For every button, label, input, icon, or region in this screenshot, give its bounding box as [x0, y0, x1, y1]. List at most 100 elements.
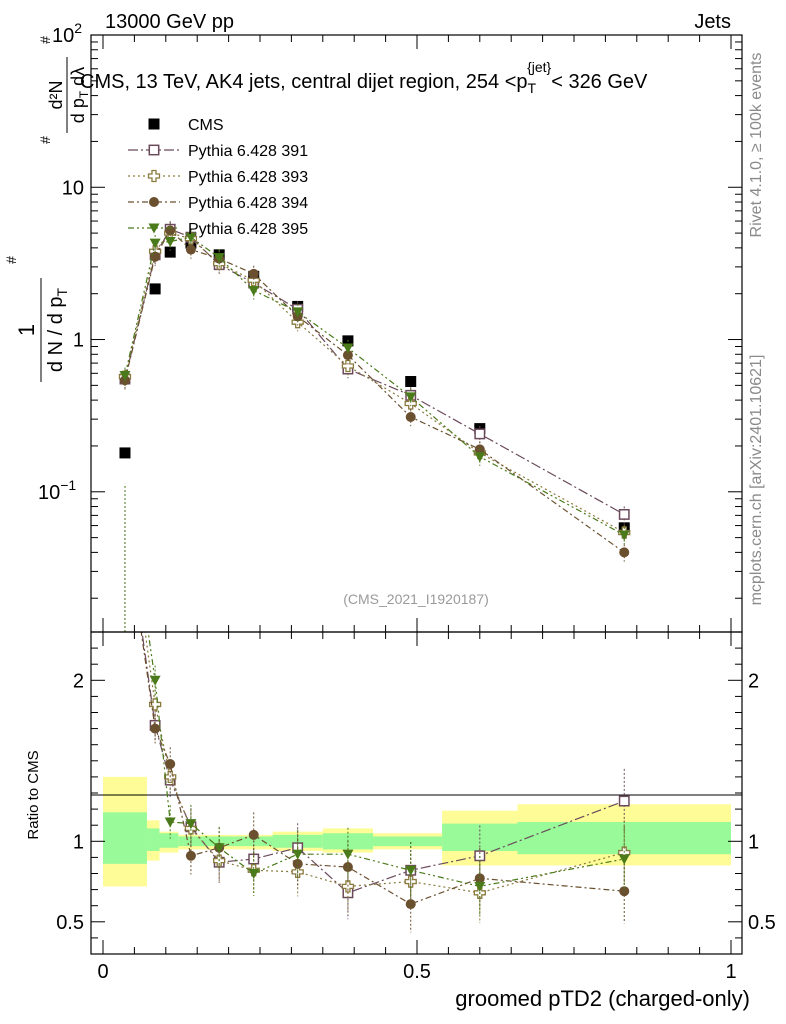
x-tick-label: 1 [725, 961, 736, 983]
ratio-tick-label-left: 1 [73, 831, 84, 853]
data-point [185, 850, 196, 861]
data-point [292, 858, 303, 869]
data-point [405, 411, 416, 422]
ratio-axis-title: Ratio to CMS [25, 750, 42, 839]
y-title-num-1: 1 [14, 324, 39, 336]
series-pythia-6-428-394-ratio [124, 532, 630, 933]
analysis-watermark: (CMS_2021_I1920187) [343, 591, 489, 607]
data-point [248, 268, 259, 279]
data-point [164, 817, 176, 828]
series-pythia-6-428-395-ratio [124, 483, 630, 917]
data-point [119, 371, 131, 382]
series-line [124, 228, 625, 515]
data-point [213, 253, 225, 264]
y-tick-label-exponent: 2 [74, 20, 82, 36]
ratio-tick-label-left: 0.5 [56, 912, 84, 934]
data-point [404, 397, 417, 410]
data-point [405, 392, 417, 403]
data-point [342, 862, 353, 873]
jets-label: Jets [694, 11, 731, 33]
ratio-tick-label-right: 2 [748, 670, 759, 692]
data-point [292, 307, 304, 318]
y-title-den-1-sub: T [54, 287, 70, 296]
data-point [292, 849, 304, 860]
y-title-den-2: d pT dλ [68, 67, 91, 123]
beam-label: 13000 GeV pp [105, 11, 234, 33]
ratio-band-inner [373, 836, 443, 847]
legend-label: Pythia 6.428 394 [188, 195, 308, 212]
data-point [185, 244, 196, 255]
y-title-den-2-sub: T [77, 90, 91, 98]
plot-title-tail: < 326 GeV [551, 71, 648, 93]
series-pythia-6-428-395-main [119, 229, 630, 545]
legend-item: CMS [148, 117, 224, 134]
data-point [185, 819, 197, 830]
y-title-num-2: d²N [46, 80, 66, 109]
data-point [148, 144, 160, 156]
ratio-panel-series [124, 483, 631, 933]
ratio-band-inner [146, 828, 160, 851]
data-point [248, 829, 259, 840]
data-point [165, 759, 176, 770]
data-point [248, 285, 260, 296]
y-tick-label-exponent: −1 [60, 477, 76, 493]
data-point [618, 508, 630, 520]
data-point [119, 447, 131, 459]
main-panel-series [118, 221, 631, 562]
legend-item: Pythia 6.428 394 [128, 195, 308, 212]
data-point [148, 223, 160, 234]
data-point [148, 118, 160, 130]
data-point [474, 452, 486, 463]
data-point [618, 854, 630, 865]
rivet-version-label: Rivet 4.1.0, ≥ 100k events [748, 53, 765, 238]
y-title-den-1: d N / d pT [45, 287, 70, 372]
axis-ticks [91, 34, 742, 954]
data-point [185, 232, 197, 243]
data-point [618, 795, 630, 807]
data-point [147, 169, 161, 183]
data-point [342, 343, 354, 354]
y-title-hash-3: # [37, 36, 53, 44]
data-point [342, 849, 354, 860]
y-tick-label: 102 [52, 20, 82, 47]
data-point [405, 899, 416, 910]
series-cms-main [119, 237, 630, 534]
y-title-den-2-rest: dλ [68, 67, 88, 91]
series-ratio-line [147, 632, 625, 887]
data-point [149, 283, 161, 295]
data-point [474, 428, 486, 440]
ratio-band-inner [159, 833, 179, 848]
series-line [124, 236, 625, 536]
plot-title-sub: T [528, 80, 537, 96]
data-point [618, 530, 630, 541]
series-line [124, 229, 625, 553]
data-point [405, 865, 417, 876]
legend-label: Pythia 6.428 391 [188, 143, 308, 160]
x-axis-title: groomed pTD2 (charged-only) [455, 986, 750, 1011]
series-ratio-line [144, 632, 625, 894]
ratio-tick-label-right: 0.5 [748, 912, 776, 934]
data-point [150, 723, 161, 734]
data-point [405, 376, 417, 388]
y-tick-label: 10−1 [38, 477, 76, 504]
data-point [164, 237, 176, 248]
y-title-hash-2: # [37, 136, 53, 144]
legend-label: CMS [188, 117, 224, 134]
x-tick-label: 0.5 [403, 961, 431, 983]
ratio-band-inner [103, 812, 147, 864]
series-line [124, 232, 625, 534]
series-pythia-6-428-391-main [119, 221, 630, 524]
data-point [341, 359, 355, 373]
data-point [474, 881, 486, 892]
y-title-fraction-1: 1 d N / d pT [14, 278, 70, 382]
data-point [342, 350, 353, 361]
data-point [619, 547, 630, 558]
data-point [474, 873, 485, 884]
x-tick-label: 0 [97, 961, 108, 983]
data-point [164, 246, 176, 258]
legend: CMS Pythia 6.428 391 Pythia 6.428 393 Pythi… [128, 117, 308, 238]
legend-item: Pythia 6.428 393 [128, 169, 308, 186]
